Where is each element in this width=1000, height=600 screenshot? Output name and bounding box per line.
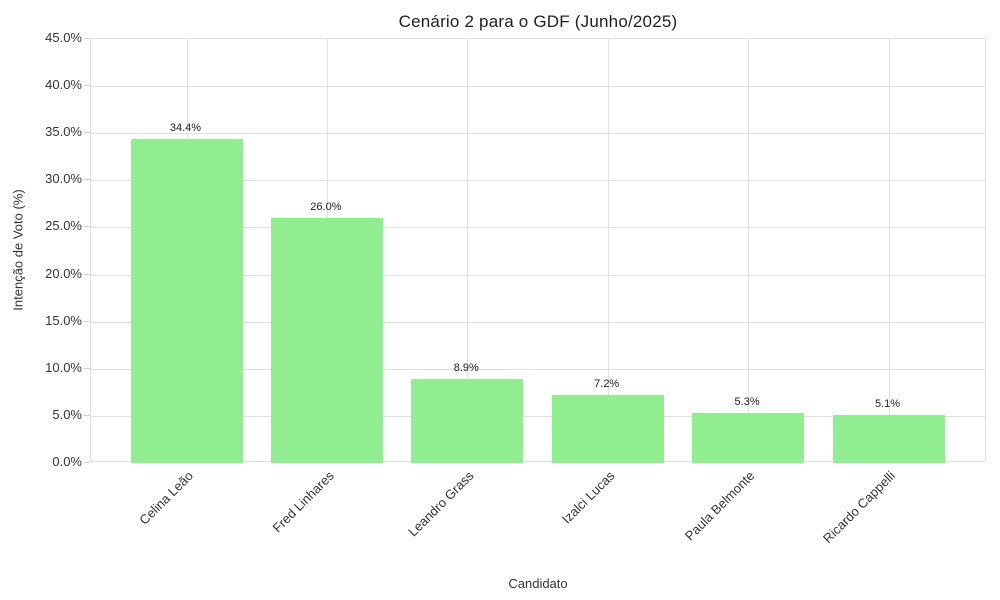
y-tick-mark bbox=[84, 273, 90, 275]
bar-value-label: 5.1% bbox=[874, 397, 901, 410]
y-tick-mark bbox=[84, 38, 90, 39]
bar-value-label: 34.4% bbox=[169, 121, 202, 134]
gridline-vertical bbox=[607, 39, 609, 461]
gridline-horizontal bbox=[91, 368, 985, 370]
gridline-horizontal bbox=[91, 321, 985, 323]
y-tick-mark bbox=[84, 462, 90, 463]
gridline-vertical bbox=[467, 39, 469, 461]
y-tick-label: 15.0% bbox=[45, 312, 82, 328]
bar bbox=[832, 414, 945, 463]
y-tick-mark bbox=[84, 320, 90, 322]
y-tick-label: 45.0% bbox=[45, 30, 82, 45]
gridline-horizontal bbox=[91, 180, 985, 182]
bar-value-label: 8.9% bbox=[453, 362, 479, 375]
x-tick-label: Paula Belmonte bbox=[682, 468, 758, 544]
bar bbox=[411, 379, 524, 463]
y-tick-label: 20.0% bbox=[45, 265, 82, 281]
x-tick-label: Ricardo Cappelli bbox=[820, 468, 899, 547]
x-tick-label: Leandro Grass bbox=[405, 468, 477, 540]
bar bbox=[130, 138, 243, 463]
gridline-horizontal bbox=[91, 133, 985, 135]
y-tick-mark bbox=[84, 85, 90, 87]
x-tick-label: Izalci Lucas bbox=[558, 468, 618, 527]
chart-title: Cenário 2 para o GDF (Junho/2025) bbox=[398, 12, 678, 31]
x-axis-title: Candidato bbox=[508, 576, 568, 591]
y-tick-label: 40.0% bbox=[45, 77, 82, 93]
y-tick-label: 30.0% bbox=[45, 171, 82, 187]
gridline-horizontal bbox=[91, 274, 985, 276]
y-tick-mark bbox=[84, 226, 90, 228]
x-tick-label: Fred Linhares bbox=[269, 468, 337, 536]
y-tick-label: 35.0% bbox=[45, 124, 82, 140]
gridline-horizontal bbox=[91, 86, 985, 88]
gridline-horizontal bbox=[91, 415, 985, 417]
plot-area bbox=[90, 38, 986, 463]
bar bbox=[270, 218, 383, 463]
y-tick-label: 5.0% bbox=[52, 406, 82, 422]
bar bbox=[551, 395, 664, 463]
y-tick-mark bbox=[84, 367, 90, 369]
x-tick-label: Celina Leão bbox=[136, 468, 197, 528]
y-tick-mark bbox=[84, 132, 90, 134]
y-tick-mark bbox=[84, 414, 90, 416]
y-tick-label: 10.0% bbox=[45, 359, 82, 375]
y-tick-label: 25.0% bbox=[45, 218, 82, 234]
bar-value-label: 5.3% bbox=[734, 396, 760, 409]
bar-value-label: 26.0% bbox=[310, 201, 342, 214]
gridline-vertical bbox=[748, 39, 750, 461]
y-tick-mark bbox=[84, 179, 90, 181]
gridline-vertical bbox=[888, 39, 890, 461]
gridline-horizontal bbox=[91, 227, 985, 229]
bar-value-label: 7.2% bbox=[594, 378, 620, 391]
bar bbox=[692, 413, 805, 463]
y-tick-label: 0.0% bbox=[52, 454, 82, 469]
y-axis-title: Intenção de Voto (%) bbox=[10, 189, 26, 311]
